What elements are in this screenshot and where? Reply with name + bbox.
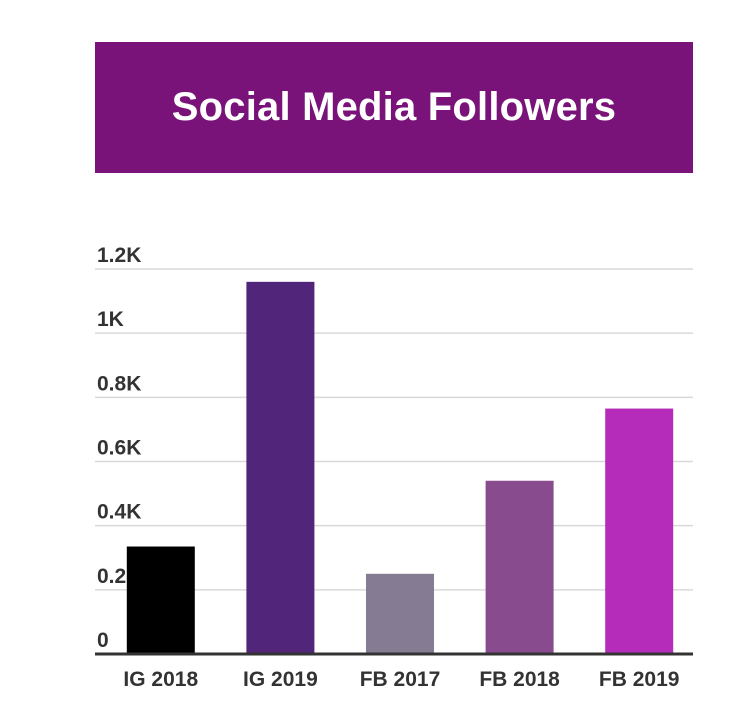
chart-title: Social Media Followers xyxy=(171,85,617,129)
x-tick-label: IG 2018 xyxy=(123,668,198,691)
y-tick-label: 0.4K xyxy=(97,501,141,524)
bar xyxy=(605,408,674,654)
x-tick-label: IG 2019 xyxy=(243,668,318,691)
bar xyxy=(366,573,434,654)
y-tick-label: 1.2K xyxy=(97,244,141,267)
x-tick-label: FB 2019 xyxy=(599,668,680,691)
y-tick-label: 0.6K xyxy=(97,437,141,460)
y-tick-label: 0 xyxy=(97,629,109,652)
y-tick-label: 1K xyxy=(97,308,124,331)
bar xyxy=(126,546,195,654)
x-tick-label: FB 2017 xyxy=(360,668,441,691)
x-tick-label: FB 2018 xyxy=(479,668,560,691)
title-banner: Social Media Followers xyxy=(95,42,693,173)
bar xyxy=(246,281,315,654)
y-tick-label: 0.8K xyxy=(97,372,141,395)
bar xyxy=(485,480,554,654)
